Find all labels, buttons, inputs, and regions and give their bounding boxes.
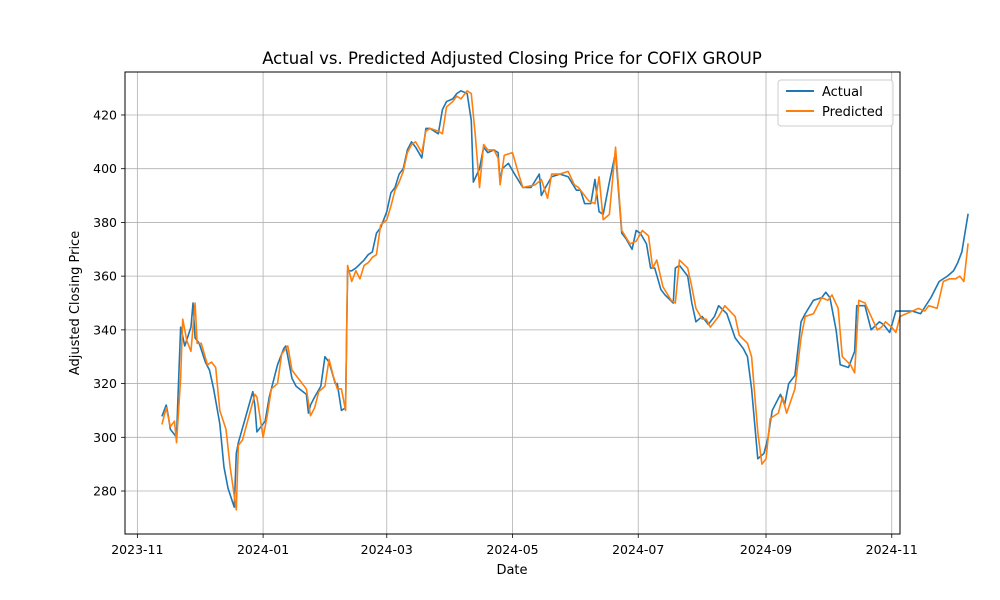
x-tick-label: 2024-01 bbox=[237, 542, 289, 557]
y-tick-label: 420 bbox=[93, 107, 117, 122]
y-tick-label: 380 bbox=[93, 215, 117, 230]
legend-label-actual: Actual bbox=[822, 85, 863, 100]
x-tick-label: 2024-09 bbox=[740, 542, 792, 557]
legend: Actual Predicted bbox=[777, 79, 894, 127]
chart-title: Actual vs. Predicted Adjusted Closing Pr… bbox=[262, 49, 762, 68]
x-tick-label: 2024-07 bbox=[612, 542, 664, 557]
y-tick-label: 340 bbox=[93, 322, 117, 337]
x-axis: 2023-11 2024-01 2024-03 2024-05 2024-07 2024-… bbox=[111, 534, 918, 557]
x-tick-label: 2023-11 bbox=[111, 542, 163, 557]
y-tick-label: 300 bbox=[93, 430, 117, 445]
grid-lines bbox=[125, 72, 900, 534]
y-tick-label: 320 bbox=[93, 376, 117, 391]
series-layer bbox=[161, 90, 969, 511]
x-tick-label: 2024-05 bbox=[486, 542, 538, 557]
x-tick-label: 2024-03 bbox=[361, 542, 413, 557]
series-line-predicted bbox=[161, 90, 969, 511]
x-axis-label: Date bbox=[496, 563, 527, 578]
y-tick-label: 280 bbox=[93, 484, 117, 499]
y-tick-label: 400 bbox=[93, 161, 117, 176]
y-tick-label: 360 bbox=[93, 269, 117, 284]
legend-label-predicted: Predicted bbox=[822, 105, 883, 120]
x-tick-label: 2024-11 bbox=[866, 542, 918, 557]
y-axis: 280 300 320 340 360 380 400 420 bbox=[93, 107, 125, 499]
y-axis-label: Adjusted Closing Price bbox=[68, 231, 83, 375]
